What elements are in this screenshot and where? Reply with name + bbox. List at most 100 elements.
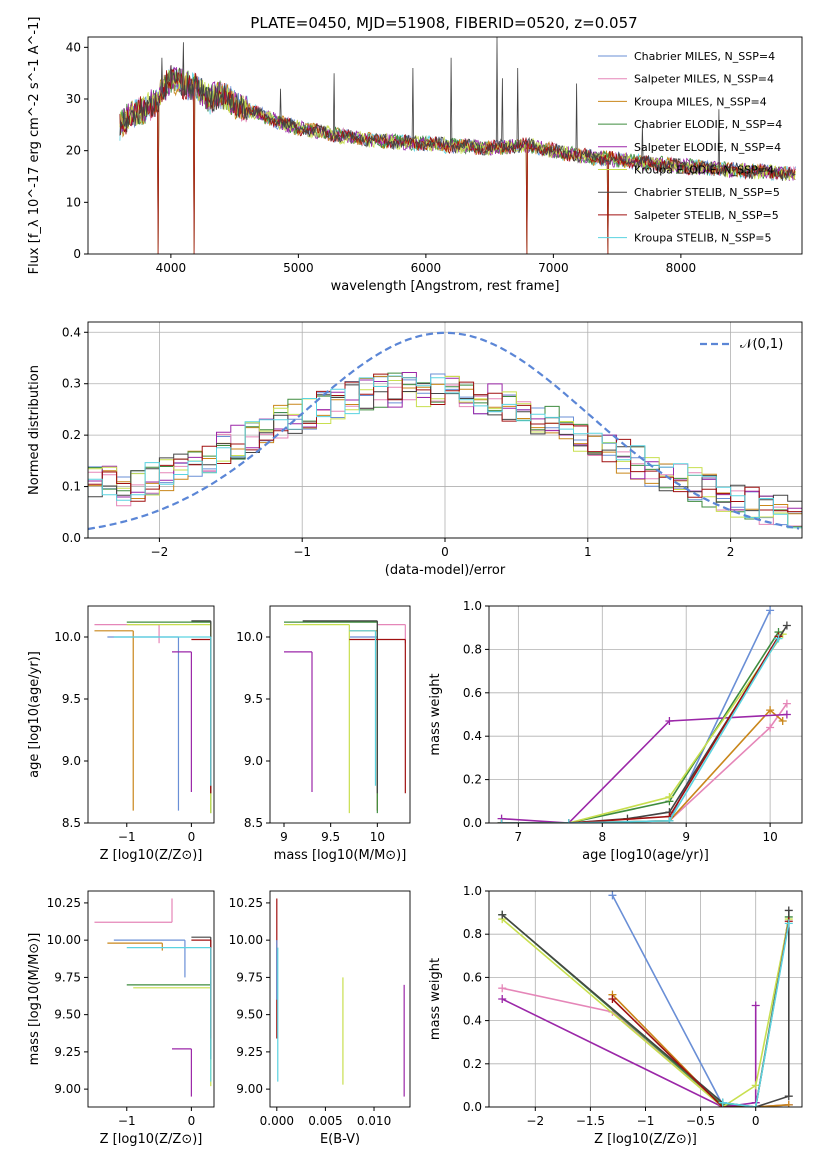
x-axis-label: Z [log10(Z/Z⊙)]: [100, 1132, 203, 1147]
y-tick-label: 10.0: [236, 630, 263, 644]
x-axis-label: age [log10(age/yr)]: [582, 848, 709, 863]
x-tick-label: −1: [118, 1114, 136, 1128]
y-axis-label: Normed distribution: [27, 365, 42, 495]
legend-entry: Chabrier STELIB, N_SSP=5: [634, 186, 780, 199]
axes-frame: [488, 890, 803, 1108]
x-tick-label: −1.5: [576, 1114, 605, 1128]
axes-frame: [87, 36, 803, 255]
weight-point-marker: [784, 906, 793, 915]
residual-histogram-axes: −2 −1 0 1 2 0.0 0.1 0.2 0.3 0.4 (data-model)/error…: [27, 321, 803, 578]
x-axis-label: Z [log10(Z/Z⊙)]: [100, 848, 203, 863]
weight-point-marker: [497, 819, 506, 823]
y-tick-label: 9.75: [236, 970, 263, 984]
weight-point-marker: [608, 995, 617, 1003]
weight-series-line: [501, 625, 788, 823]
y-tick-label: 0.2: [463, 773, 482, 787]
x-axis-label: (data-model)/error: [385, 563, 506, 578]
weight-point-marker: [498, 910, 507, 919]
legend-entry: Salpeter STELIB, N_SSP=5: [634, 209, 779, 222]
x-tick-label: 0: [752, 1114, 760, 1128]
legend-entry: Salpeter ELODIE, N_SSP=4: [634, 141, 781, 154]
mass-vs-metallicity-axes: −1 0 9.00 9.25 9.50 9.75 10.00 10.25 Z [log10(Z/…: [27, 890, 215, 1147]
legend-entry: Kroupa STELIB, N_SSP=5: [634, 232, 772, 245]
y-tick-label: 0.0: [463, 1100, 482, 1114]
x-tick-label: −1: [293, 545, 311, 559]
weight-point-marker: [766, 723, 775, 732]
y-tick-label: 0.4: [463, 1014, 482, 1028]
x-tick-label: 10: [370, 830, 385, 844]
x-axis-label: mass [log10(M/M⊙)]: [274, 848, 407, 863]
x-tick-label: 9: [280, 830, 288, 844]
x-tick-label: −1: [118, 830, 136, 844]
weight-point-marker: [784, 1100, 793, 1107]
age-vs-metallicity-axes: −1 0 8.5 9.0 9.5 10.0 Z [log10(Z/Z⊙)] age [log1…: [27, 605, 215, 863]
y-tick-label: 9.25: [54, 1045, 81, 1059]
y-tick-label: 10.0: [54, 630, 81, 644]
axes-frame: [87, 605, 215, 824]
weight-series-line: [501, 910, 790, 1107]
figure-title: PLATE=0450, MJD=51908, FIBERID=0520, z=0…: [250, 14, 637, 32]
y-tick-label: 9.50: [54, 1008, 81, 1022]
legend-entry: 𝒩(0,1): [740, 337, 783, 352]
weight-point-marker: [498, 995, 507, 1003]
y-tick-label: 10.25: [47, 896, 81, 910]
axes-frame: [488, 605, 803, 824]
y-axis-label: mass weight: [428, 673, 443, 755]
axes-frame: [269, 890, 411, 1108]
y-tick-label: 10.00: [229, 933, 263, 947]
y-tick-label: 0.2: [62, 428, 81, 442]
y-tick-label: 0.2: [463, 1057, 482, 1071]
x-tick-label: 9.5: [321, 830, 340, 844]
plot-area: [88, 331, 802, 538]
y-tick-label: 1.0: [463, 884, 482, 898]
plot-area: [119, 37, 796, 254]
y-tick-label: 9.5: [244, 692, 263, 706]
weight-point-marker: [665, 717, 674, 726]
weight-series-line: [501, 635, 780, 823]
x-tick-label: 10: [762, 830, 777, 844]
weight-point-marker: [774, 634, 783, 643]
y-tick-label: 8.5: [244, 816, 263, 830]
weight-point-marker: [564, 819, 573, 823]
y-tick-label: 9.25: [236, 1045, 263, 1059]
weight-point-marker: [608, 891, 617, 900]
y-tick-label: 10.25: [229, 896, 263, 910]
weight-vs-age-axes: 7 8 9 10 0.0 0.2 0.4 0.6 0.8 1.0 age [log10(age/yr…: [428, 599, 803, 863]
y-tick-label: 9.50: [236, 1008, 263, 1022]
y-tick-label: 1.0: [463, 599, 482, 613]
histogram-step: [88, 375, 802, 538]
plot-area: [276, 898, 405, 1097]
y-axis-label: mass [log10(M/M⊙)]: [27, 933, 42, 1066]
plot-area: [94, 620, 212, 814]
x-tick-label: 8: [598, 830, 606, 844]
mass-vs-extinction-axes: 0.000 0.005 0.010 9.00 9.25 9.50 9.75 10.00 10.2…: [229, 890, 411, 1147]
x-tick-label: 0.010: [357, 1114, 391, 1128]
weight-point-marker: [751, 1103, 760, 1107]
y-tick-label: 9.5: [62, 692, 81, 706]
legend-entry: Chabrier ELODIE, N_SSP=4: [634, 118, 782, 131]
x-tick-label: −1: [637, 1114, 655, 1128]
y-tick-label: 0.8: [463, 927, 482, 941]
weight-vs-metallicity-axes: −2 −1.5 −1 −0.5 0 0.0 0.2 0.4 0.6 0.8 1.0 Z [log10(…: [428, 884, 803, 1147]
plot-area: [498, 891, 793, 1107]
x-tick-label: 9: [682, 830, 690, 844]
y-tick-label: 0.8: [463, 642, 482, 656]
y-tick-label: 20: [66, 144, 81, 158]
normal-reference-curve: [88, 331, 800, 531]
weight-point-marker: [782, 710, 791, 719]
axes-frame: [87, 321, 803, 539]
weight-point-marker: [784, 1092, 793, 1101]
weight-point-marker: [784, 919, 793, 928]
x-tick-label: 7: [515, 830, 523, 844]
x-axis-label: wavelength [Angstrom, rest frame]: [331, 279, 560, 294]
spectrum-axes: 4000 5000 6000 7000 8000 0 10 20 30 40 wavelength …: [27, 17, 803, 294]
y-tick-label: 0.0: [463, 816, 482, 830]
weight-point-marker: [782, 699, 791, 708]
weight-point-marker: [751, 1001, 760, 1010]
x-tick-label: 5000: [283, 261, 314, 275]
y-tick-label: 0.4: [463, 729, 482, 743]
x-tick-label: 6000: [411, 261, 442, 275]
y-tick-label: 10.00: [47, 933, 81, 947]
legend-entry: Kroupa ELODIE, N_SSP=4: [634, 164, 774, 177]
